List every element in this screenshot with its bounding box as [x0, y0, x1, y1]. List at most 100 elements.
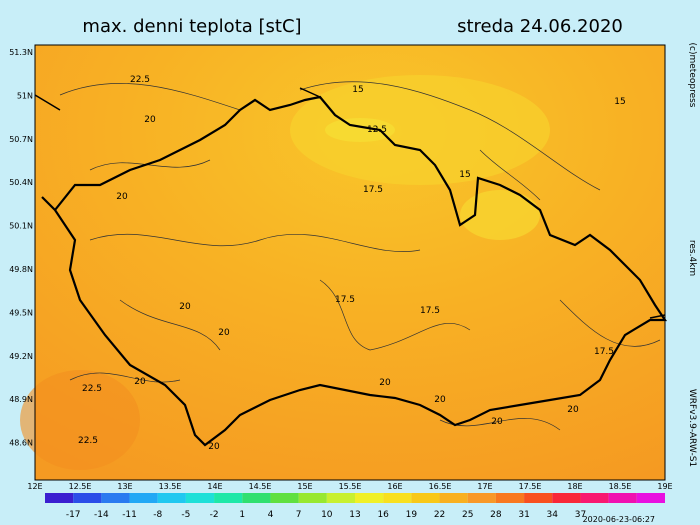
copyright: (c)meteopress — [687, 43, 697, 108]
colorbar-swatch — [129, 493, 158, 503]
colorbar-swatch — [608, 493, 637, 503]
lat-label: 48.9N — [9, 395, 33, 404]
colorbar-swatch — [298, 493, 327, 503]
colorbar-swatch — [270, 493, 299, 503]
lon-label: 12E — [27, 482, 42, 491]
lon-label: 14E — [207, 482, 222, 491]
contour-label: 15 — [614, 97, 625, 107]
colorbar-label: -2 — [210, 510, 219, 520]
colorbar-label: 10 — [321, 510, 333, 520]
colorbar-swatch — [242, 493, 271, 503]
lon-label: 13E — [117, 482, 132, 491]
lon-label: 15.5E — [339, 482, 362, 491]
lon-label: 14.5E — [249, 482, 272, 491]
colorbar-swatch — [524, 493, 553, 503]
lat-label: 50.1N — [9, 222, 33, 231]
colorbar-label: 25 — [462, 510, 473, 520]
colorbar-label: 28 — [490, 510, 502, 520]
border-segment — [34, 87, 666, 319]
cool-area — [290, 75, 550, 185]
cool-area — [325, 118, 395, 142]
contour-label: 22.5 — [130, 75, 150, 85]
lat-label: 49.8N — [9, 265, 33, 274]
colorbar-swatch — [439, 493, 468, 503]
colorbar-label: 19 — [406, 510, 418, 520]
contour-label: 17.5 — [420, 306, 440, 316]
colorbar-label: 22 — [434, 510, 445, 520]
map — [20, 44, 668, 481]
lat-label: 49.5N — [9, 308, 33, 317]
lat-label: 51N — [17, 91, 33, 100]
lon-label: 13.5E — [159, 482, 182, 491]
lon-label: 16E — [387, 482, 402, 491]
colorbar-swatch — [326, 493, 355, 503]
colorbar-label: -14 — [94, 510, 109, 520]
colorbar-label: -17 — [66, 510, 81, 520]
lat-label: 48.6N — [9, 439, 33, 448]
colorbar-swatch — [411, 493, 440, 503]
colorbar-swatch — [383, 493, 412, 503]
contour-label: 17.5 — [594, 347, 614, 357]
lat-label: 50.7N — [9, 135, 33, 144]
colorbar-swatch — [355, 493, 384, 503]
colorbar-label: 34 — [547, 510, 559, 520]
contour-label: 17.5 — [335, 295, 355, 305]
colorbar-swatch — [185, 493, 215, 503]
timestamp: 2020-06-23-06:27 — [583, 515, 655, 524]
colorbar-label: 13 — [349, 510, 360, 520]
colorbar-label: -8 — [153, 510, 162, 520]
contour-label: 20 — [134, 377, 146, 387]
colorbar-swatch — [73, 493, 102, 503]
colorbar-swatch — [467, 493, 496, 503]
colorbar-swatch — [214, 493, 243, 503]
colorbar-label: 16 — [377, 510, 389, 520]
contour-label: 20 — [116, 192, 128, 202]
colorbar-swatch — [495, 493, 525, 503]
cool-area — [460, 190, 540, 240]
colorbar-label: 4 — [268, 510, 274, 520]
lat-label: 50.4N — [9, 178, 33, 187]
contour-label: 20 — [379, 378, 391, 388]
colorbar-swatch — [45, 493, 74, 503]
colorbar-label: 31 — [518, 510, 529, 520]
colorbar-swatch — [636, 493, 665, 503]
lon-label: 19E — [657, 482, 672, 491]
colorbar-swatch — [580, 493, 609, 503]
contour-label: 22.5 — [82, 384, 102, 394]
colorbar-swatch — [101, 493, 130, 503]
contour-label: 20 — [434, 395, 446, 405]
contour-label: 17.5 — [363, 185, 383, 195]
lat-label: 49.2N — [9, 352, 33, 361]
colorbar-label: 7 — [296, 510, 302, 520]
contour-lines — [59, 81, 661, 431]
lon-label: 17.5E — [519, 482, 542, 491]
lon-label: 12.5E — [69, 482, 92, 491]
lon-label: 15E — [297, 482, 312, 491]
contour-label: 22.5 — [78, 436, 98, 446]
contour-label: 12.5 — [367, 125, 387, 135]
contour-label: 15 — [352, 85, 363, 95]
lon-label: 18.5E — [609, 482, 632, 491]
map-frame — [34, 44, 666, 481]
contour-label: 20 — [179, 302, 191, 312]
lon-label: 18E — [567, 482, 582, 491]
colorbar-swatch — [157, 493, 186, 503]
contour-label: 20 — [567, 405, 579, 415]
contour-label: 20 — [208, 442, 220, 452]
colorbar-label: -11 — [122, 510, 137, 520]
colorbar-label: 37 — [575, 510, 586, 520]
title: max. denni teplota [stC] — [82, 16, 301, 37]
colorbar-label: -5 — [181, 510, 190, 520]
colorbar-label: 1 — [239, 510, 245, 520]
country-border — [41, 95, 668, 447]
contour-label: 20 — [491, 417, 503, 427]
lon-label: 17E — [477, 482, 492, 491]
date: streda 24.06.2020 — [457, 16, 623, 37]
resolution: res.4km — [687, 240, 697, 276]
lon-label: 16.5E — [429, 482, 452, 491]
colorbar-swatch — [552, 493, 581, 503]
contour-label: 20 — [144, 115, 156, 125]
model: WRFv3.9-ARW-S1 — [687, 389, 697, 467]
warm-area — [20, 370, 140, 470]
